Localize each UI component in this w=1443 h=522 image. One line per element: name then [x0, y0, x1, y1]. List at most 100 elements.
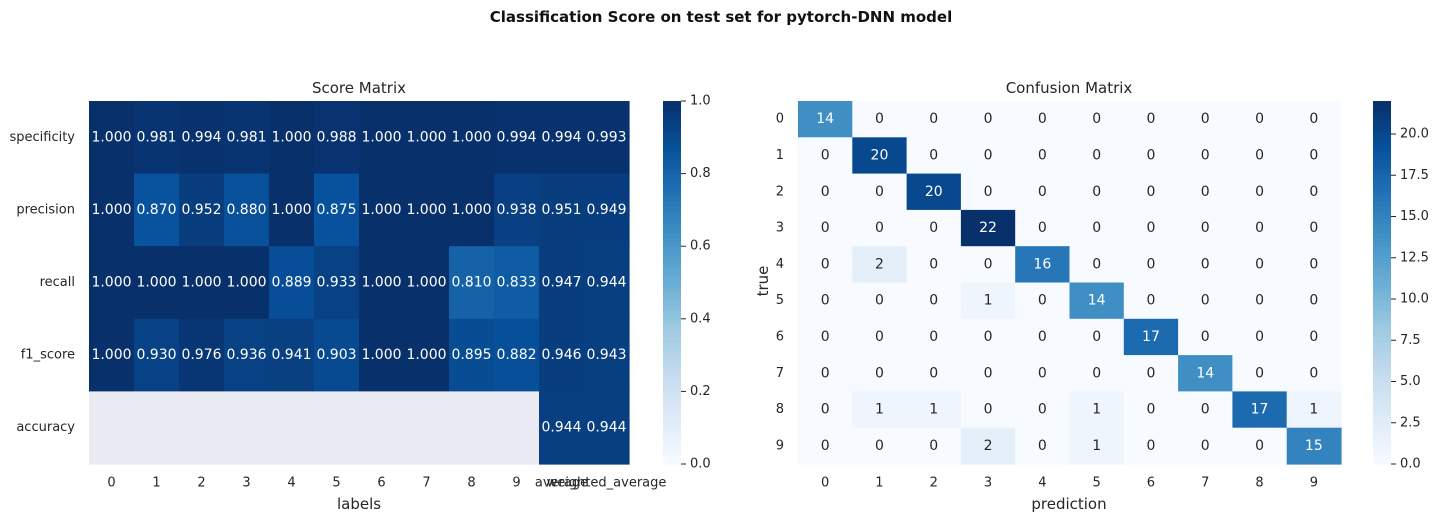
y-tick-label: specificity	[9, 130, 75, 145]
colorbar-segment	[1373, 123, 1391, 130]
colorbar-segment	[663, 264, 681, 270]
heatmap-cell	[1286, 355, 1342, 392]
confusion-matrix-chart: Confusion Matrix prediction true 14 0 0 0 0 0…	[754, 79, 1429, 513]
heatmap-cell	[269, 173, 315, 247]
colorbar-segment	[1373, 277, 1391, 284]
colorbar-segment	[663, 355, 681, 361]
heatmap-cell-value: 0	[1146, 365, 1155, 381]
colorbar-segment	[1373, 296, 1391, 302]
heatmap-cell-value: 0	[1146, 111, 1155, 127]
heatmap-cell-value: 0	[1201, 184, 1210, 200]
heatmap-cell-value: 0	[1201, 402, 1210, 418]
heatmap-cell-value: 0	[821, 365, 830, 381]
heatmap-cell-value: 0.810	[451, 275, 491, 291]
colorbar-tick-label: 0.8	[690, 166, 711, 181]
colorbar-segment	[663, 128, 681, 134]
heatmap-cell	[1232, 209, 1288, 247]
colorbar-segment	[1373, 282, 1391, 288]
colorbar-segment	[663, 146, 681, 152]
colorbar-segment	[663, 341, 681, 347]
colorbar-segment	[1373, 150, 1391, 157]
colorbar-segment	[663, 318, 681, 325]
heatmap-cell	[224, 318, 270, 392]
heatmap-cell-value: 0.930	[136, 347, 176, 363]
heatmap-cell-value: 0	[875, 438, 884, 454]
colorbar-segment	[1373, 423, 1391, 429]
heatmap-cell	[852, 282, 908, 320]
colorbar-segment	[663, 182, 681, 189]
heatmap-cell-value: 0.946	[541, 347, 581, 363]
heatmap-cell-value: 0	[1092, 147, 1101, 163]
heatmap-cell-value: 0	[1092, 365, 1101, 381]
colorbar-segment	[1373, 196, 1391, 202]
colorbar-segment	[1373, 141, 1391, 148]
colorbar-segment	[663, 214, 681, 220]
heatmap-cell-value: 0	[875, 365, 884, 381]
colorbar-segment	[663, 218, 681, 225]
colorbar-segment	[663, 191, 681, 198]
heatmap-cell	[852, 246, 908, 284]
heatmap-cell-value: 0	[1201, 147, 1210, 163]
colorbar-segment	[663, 386, 681, 393]
heatmap-cell	[906, 355, 962, 392]
colorbar-segment	[663, 332, 681, 338]
colorbar-segment	[663, 150, 681, 157]
heatmap-cell-value: 0	[929, 256, 938, 272]
y-tick-label: recall	[40, 275, 75, 290]
colorbar-segment	[1373, 110, 1391, 116]
x-tick-label: 5	[1093, 476, 1101, 491]
colorbar-segment	[663, 200, 681, 207]
heatmap-cell	[1015, 101, 1071, 138]
heatmap-cell	[89, 173, 135, 247]
heatmap-cell-value: 1.000	[406, 202, 446, 218]
colorbar-segment	[1373, 359, 1391, 365]
colorbar-tick-label: 20.0	[1400, 127, 1429, 142]
heatmap-cell-value: 0.976	[181, 347, 221, 363]
colorbar-segment	[1373, 205, 1391, 211]
heatmap-cell-value: 0	[1255, 438, 1264, 454]
heatmap-cell	[960, 282, 1016, 320]
heatmap-cell	[906, 318, 962, 356]
colorbar-tick-label: 7.5	[1400, 333, 1421, 348]
heatmap-cell	[1286, 137, 1342, 175]
colorbar-segment	[663, 418, 681, 424]
heatmap-cell	[314, 173, 360, 247]
heatmap-cell	[1232, 246, 1288, 284]
heatmap-cell-value: 0	[1255, 220, 1264, 236]
colorbar-segment	[663, 255, 681, 261]
colorbar-segment	[1373, 223, 1391, 229]
heatmap-cell	[906, 246, 962, 284]
score-matrix-cells: 1.000 0.981 0.994 0.981 1.000 0.988 1.000 1.000…	[89, 101, 630, 465]
colorbar-segment	[1373, 368, 1391, 375]
heatmap-cell-value: 0.949	[586, 202, 626, 218]
colorbar-segment	[1373, 382, 1391, 388]
heatmap-cell-value: 0	[929, 329, 938, 345]
colorbar-segment	[1373, 459, 1391, 465]
heatmap-cell	[1178, 427, 1233, 465]
y-tick-label: 1	[776, 148, 784, 163]
x-tick-label: 9	[512, 476, 520, 491]
heatmap-cell-value: 0	[1092, 256, 1101, 272]
heatmap-cell-empty	[494, 391, 540, 465]
heatmap-cell	[1123, 355, 1179, 392]
heatmap-cell-value: 0	[984, 402, 993, 418]
heatmap-cell-value: 1.000	[91, 202, 131, 218]
heatmap-cell-value: 1.000	[136, 275, 176, 291]
heatmap-cell	[798, 282, 853, 320]
heatmap-cell-value: 0	[1255, 293, 1264, 309]
heatmap-cell	[1015, 318, 1071, 356]
heatmap-cell	[89, 101, 135, 175]
x-tick-label: 1	[152, 476, 160, 491]
colorbar-segment	[1373, 332, 1391, 338]
y-tick-label: 2	[776, 184, 784, 199]
x-tick-label: weighted_average	[547, 476, 667, 491]
colorbar-segment	[663, 454, 681, 461]
heatmap-cell	[798, 209, 853, 247]
heatmap-cell	[1178, 391, 1233, 429]
heatmap-cell-value: 0.833	[496, 275, 536, 291]
colorbar-segment	[1373, 445, 1391, 452]
colorbar-segment	[663, 241, 681, 247]
y-tick-label: accuracy	[16, 420, 75, 435]
x-tick-label: 0	[821, 476, 829, 491]
colorbar-segment	[1373, 155, 1391, 161]
